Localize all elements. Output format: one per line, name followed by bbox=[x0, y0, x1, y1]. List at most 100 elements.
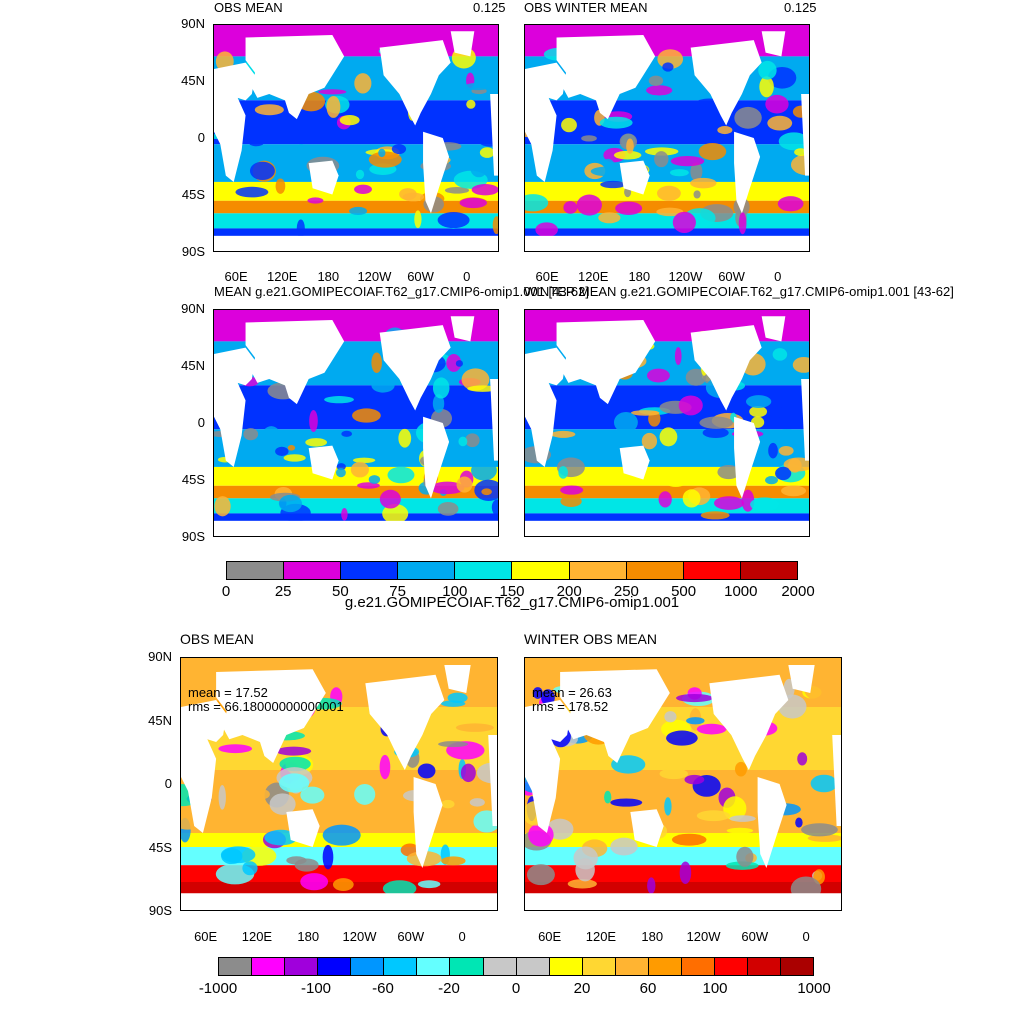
colorbar-swatch bbox=[681, 958, 715, 975]
lat-label: 90S bbox=[148, 903, 172, 918]
lon-label: 120W bbox=[668, 269, 703, 284]
lat-label: 90N bbox=[181, 16, 205, 31]
colorbar-swatch bbox=[285, 958, 319, 975]
panel-6-stat-mean: mean = 26.63 bbox=[532, 685, 612, 700]
lat-label: 90N bbox=[148, 649, 172, 664]
colorbar-label: -60 bbox=[372, 980, 394, 997]
map-panel-model-mean bbox=[213, 309, 499, 537]
lat-label: 90S bbox=[181, 529, 205, 544]
colorbar-swatch bbox=[569, 562, 627, 579]
colorbar-label: 1000 bbox=[724, 583, 758, 600]
lon-label: 120E bbox=[241, 929, 273, 944]
colorbar-label: 75 bbox=[389, 583, 406, 600]
lat-label: 90S bbox=[181, 244, 205, 259]
panel-2-title: OBS WINTER MEAN bbox=[524, 0, 648, 15]
colorbar-swatch bbox=[549, 958, 583, 975]
panel-5-stat-mean: mean = 17.52 bbox=[188, 685, 268, 700]
colorbar-label: 20 bbox=[573, 980, 591, 997]
lon-label: 180 bbox=[641, 929, 664, 944]
colorbar-label: 60 bbox=[639, 980, 657, 997]
lon-label: 180 bbox=[628, 269, 651, 284]
colorbar-swatch bbox=[615, 958, 649, 975]
lat-label: 0 bbox=[197, 130, 205, 145]
lon-label: 120W bbox=[342, 929, 377, 944]
colorbar-swatch bbox=[683, 562, 741, 579]
lon-label: 60E bbox=[224, 269, 248, 284]
colorbar-label: -1000 bbox=[198, 980, 238, 997]
lon-label: 0 bbox=[458, 929, 466, 944]
colorbar-label: -100 bbox=[300, 980, 332, 997]
panel-6-stat-rms: rms = 178.52 bbox=[532, 699, 609, 714]
colorbar-swatch bbox=[455, 562, 513, 579]
panel-1-title: OBS MEAN bbox=[214, 0, 283, 15]
colorbar-label: 0 bbox=[221, 583, 231, 600]
colorbar-swatch bbox=[740, 562, 797, 579]
map-panel-model-winter-mean bbox=[524, 309, 810, 537]
lon-label: 120W bbox=[686, 929, 721, 944]
lat-label: 0 bbox=[197, 415, 205, 430]
colorbar-swatch bbox=[351, 958, 385, 975]
colorbar-diff bbox=[218, 957, 814, 976]
lon-label: 60W bbox=[741, 929, 769, 944]
lon-label: 60E bbox=[535, 269, 559, 284]
colorbar-swatch bbox=[516, 958, 550, 975]
lon-label: 0 bbox=[463, 269, 471, 284]
lon-label: 0 bbox=[774, 269, 782, 284]
colorbar-swatch bbox=[648, 958, 682, 975]
colorbar-swatch bbox=[512, 562, 570, 579]
colorbar-label: 250 bbox=[613, 583, 639, 600]
panel-1-contour-interval: 0.125 bbox=[473, 0, 506, 15]
colorbar-top bbox=[226, 561, 798, 580]
colorbar-swatch bbox=[252, 958, 286, 975]
lat-label: 45S bbox=[181, 187, 205, 202]
colorbar-label: 200 bbox=[556, 583, 582, 600]
colorbar-swatch bbox=[341, 562, 399, 579]
colorbar-label: 1000 bbox=[797, 980, 831, 997]
lat-label: 45N bbox=[181, 358, 205, 373]
map-panel-obs-winter-mean bbox=[524, 24, 810, 252]
lon-label: 60E bbox=[538, 929, 562, 944]
lon-label: 60E bbox=[194, 929, 218, 944]
lat-label: 45S bbox=[148, 839, 172, 855]
lon-label: 60W bbox=[718, 269, 745, 284]
colorbar-label: -20 bbox=[438, 980, 460, 997]
colorbar-label: 500 bbox=[671, 583, 697, 600]
colorbar-swatch bbox=[483, 958, 517, 975]
colorbar-swatch bbox=[626, 562, 684, 579]
panel-3-title: MEAN g.e21.GOMIPECOIAF.T62_g17.CMIP6-omi… bbox=[214, 284, 590, 299]
colorbar-label: 100 bbox=[702, 980, 728, 997]
panel-2-contour-interval: 0.125 bbox=[784, 0, 817, 15]
colorbar-label: 0 bbox=[511, 980, 521, 997]
colorbar-swatch bbox=[318, 958, 352, 975]
lon-label: 120E bbox=[578, 269, 609, 284]
colorbar-swatch bbox=[398, 562, 456, 579]
map-panel-obs-mean bbox=[213, 24, 499, 252]
colorbar-swatch bbox=[219, 958, 253, 975]
lat-label: 45S bbox=[181, 472, 205, 487]
lon-label: 60W bbox=[397, 929, 425, 944]
lon-label: 0 bbox=[802, 929, 810, 944]
lat-label: 90N bbox=[181, 301, 205, 316]
panel-4-title: WINTER MEAN g.e21.GOMIPECOIAF.T62_g17.CM… bbox=[524, 284, 954, 299]
lon-label: 120W bbox=[357, 269, 392, 284]
lat-label: 45N bbox=[181, 73, 205, 88]
lon-label: 120E bbox=[585, 929, 617, 944]
colorbar-swatch bbox=[714, 958, 748, 975]
colorbar-swatch bbox=[227, 562, 285, 579]
colorbar-swatch bbox=[781, 958, 814, 975]
colorbar-swatch bbox=[417, 958, 451, 975]
lat-label: 0 bbox=[164, 776, 172, 791]
colorbar-swatch bbox=[284, 562, 342, 579]
panel-5-stat-rms: rms = 66.18000000000001 bbox=[188, 699, 344, 714]
lon-label: 180 bbox=[297, 929, 320, 944]
lon-label: 120E bbox=[267, 269, 298, 284]
colorbar-swatch bbox=[384, 958, 418, 975]
colorbar-label: 50 bbox=[332, 583, 349, 600]
colorbar-label: 25 bbox=[274, 583, 292, 600]
colorbar-swatch bbox=[450, 958, 484, 975]
colorbar-swatch bbox=[748, 958, 782, 975]
map-panel-diff-mean bbox=[180, 657, 498, 911]
panel-6-title: WINTER OBS MEAN bbox=[524, 631, 658, 647]
map-panel-diff-winter bbox=[524, 657, 842, 911]
colorbar-swatch bbox=[582, 958, 616, 975]
